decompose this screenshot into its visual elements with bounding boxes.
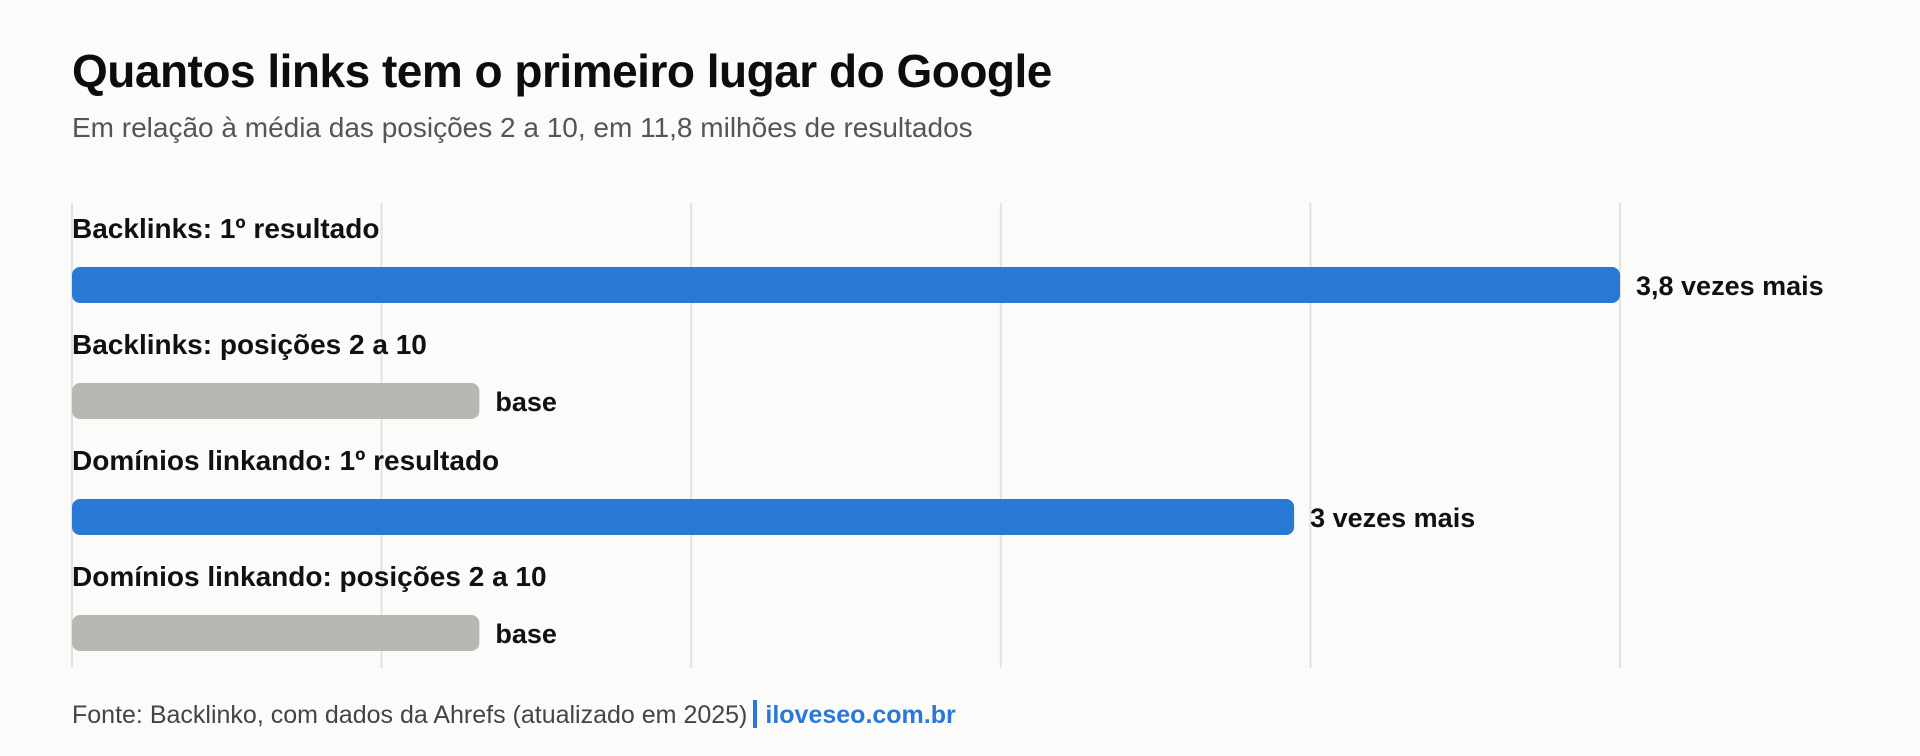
category-label: Backlinks: posições 2 a 10 <box>72 329 427 360</box>
chart-title: Quantos links tem o primeiro lugar do Go… <box>72 45 1052 97</box>
bar <box>72 499 1295 535</box>
value-label: 3,8 vezes mais <box>1636 271 1824 301</box>
bar <box>72 615 480 651</box>
value-label: 3 vezes mais <box>1310 503 1475 533</box>
brand-link[interactable]: iloveseo.com.br <box>765 701 956 729</box>
category-label: Domínios linkando: 1º resultado <box>72 445 499 476</box>
category-label: Backlinks: 1º resultado <box>72 213 379 244</box>
chart-subtitle: Em relação à média das posições 2 a 10, … <box>72 112 973 143</box>
bar <box>72 383 480 419</box>
category-label: Domínios linkando: posições 2 a 10 <box>72 561 547 592</box>
value-label: base <box>495 619 557 649</box>
value-label: base <box>495 387 557 417</box>
footer-separator <box>753 700 758 728</box>
footer: Fonte: Backlinko, com dados da Ahrefs (a… <box>72 700 956 730</box>
source-text: Fonte: Backlinko, com dados da Ahrefs (a… <box>72 701 748 729</box>
bar <box>72 267 1620 303</box>
